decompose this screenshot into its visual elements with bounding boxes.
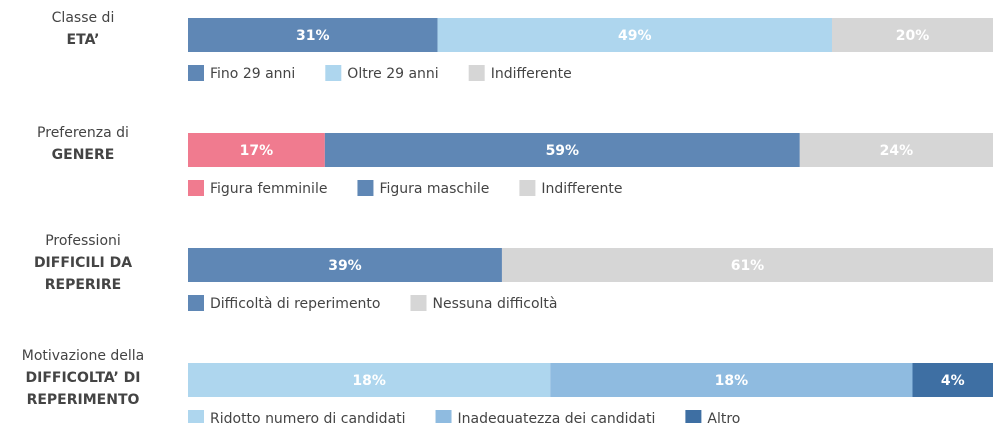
legend-swatch [188,295,204,311]
row-label: REPERIMENTO [27,392,140,408]
bar-segment [550,363,913,397]
value-label: 4% [941,373,965,389]
value-label: 20% [896,28,930,44]
legend-label: Indifferente [541,181,622,197]
bar-segment [188,363,551,397]
legend-swatch [188,65,204,81]
bar-segment [324,133,800,167]
bar-segment [188,133,325,167]
legend-swatch [188,180,204,196]
row-label: Classe di [52,10,115,26]
legend-swatch [410,295,427,311]
row-label: REPERIRE [45,277,122,293]
bar-segment [799,133,993,167]
legend-label: Difficoltà di reperimento [210,296,381,312]
legend-label: Indifferente [491,66,572,82]
row-label: Professioni [45,233,121,249]
value-label: 31% [296,28,330,44]
legend-label: Inadeguatezza dei candidati [458,411,656,423]
legend-swatch [685,410,702,423]
value-label: 49% [618,28,652,44]
value-label: 18% [715,373,749,389]
legend-label: Figura maschile [379,181,489,197]
bar-segment [188,248,502,282]
bar-segment [501,248,993,282]
legend-label: Altro [707,411,740,423]
value-label: 24% [880,143,914,159]
legend-label: Oltre 29 anni [347,66,438,82]
legend-label: Ridotto numero di candidati [210,411,406,423]
legend-swatch [519,180,536,196]
row-label: ETA’ [67,32,100,48]
row-label: GENERE [52,147,115,163]
legend-swatch [435,410,452,423]
row-label: DIFFICOLTA’ DI [26,370,141,386]
value-label: 18% [352,373,386,389]
row-label: Motivazione della [22,348,145,364]
bar-segment [912,363,993,397]
legend-swatch [325,65,342,81]
bar-segment [832,18,993,52]
row-label: Preferenza di [37,125,129,141]
bar-segment [188,18,438,52]
legend-label: Nessuna difficoltà [433,296,558,312]
legend-swatch [188,410,204,423]
bar-segment [437,18,832,52]
legend-label: Figura femminile [210,181,327,197]
value-label: 61% [731,258,765,274]
legend-swatch [357,180,374,196]
row-label: DIFFICILI DA [34,255,132,271]
value-label: 17% [240,143,274,159]
legend-label: Fino 29 anni [210,66,295,82]
legend-swatch [468,65,485,81]
value-label: 39% [328,258,362,274]
value-label: 59% [546,143,580,159]
